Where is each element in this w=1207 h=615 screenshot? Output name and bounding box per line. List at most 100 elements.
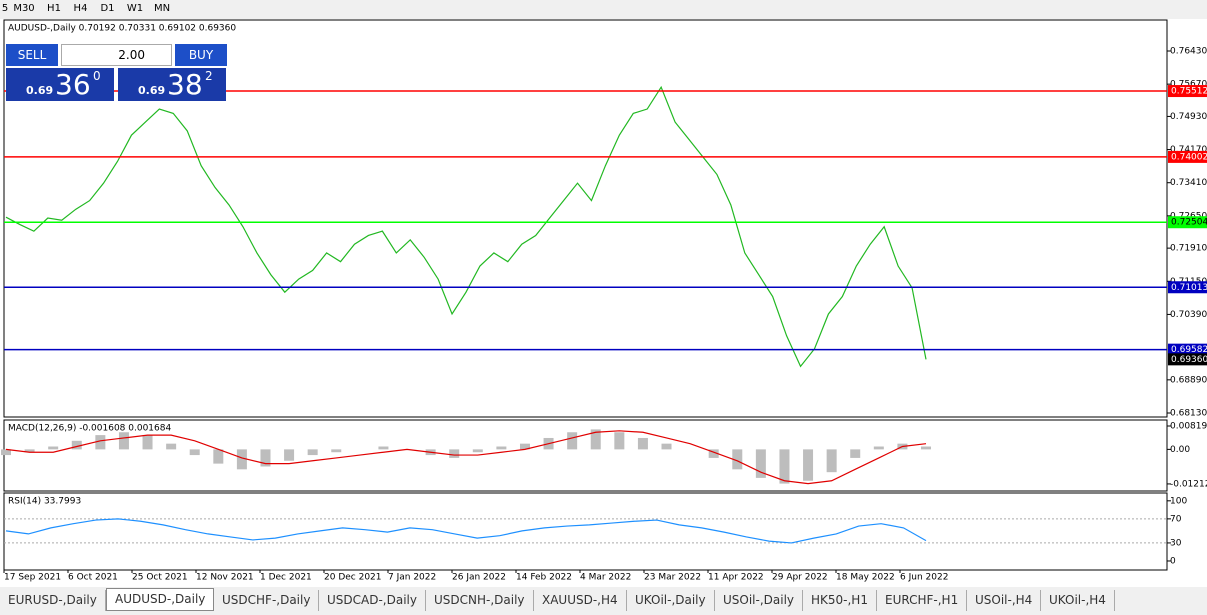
- macd-bar: [48, 446, 59, 450]
- panel-frame: [3, 492, 1168, 571]
- macd-bar: [1, 449, 11, 456]
- panel-frame: [3, 19, 1168, 418]
- y-tick-label: 0.75670: [1170, 80, 1207, 90]
- macd-bar: [732, 449, 743, 470]
- chart-tab[interactable]: USDCAD-,Daily: [319, 590, 426, 611]
- x-tick-label: 14 Feb 2022: [516, 573, 572, 583]
- timeframe-button[interactable]: MN: [153, 3, 171, 14]
- macd-bar: [118, 432, 129, 450]
- macd-bar: [567, 432, 578, 450]
- x-tick-label: 29 Apr 2022: [772, 573, 828, 583]
- price-head: 0.69: [26, 84, 54, 97]
- macd-bar: [95, 435, 106, 450]
- level-tag: [1168, 281, 1207, 294]
- x-tick-label: 20 Dec 2021: [324, 573, 382, 583]
- macd-bar: [873, 446, 884, 450]
- price-line: [5, 85, 927, 368]
- macd-bar: [166, 443, 177, 450]
- chart-tab[interactable]: USOil-,H4: [967, 590, 1042, 611]
- x-tick-label: 4 Mar 2022: [580, 573, 631, 583]
- level-tag: [1168, 150, 1207, 163]
- y-tick-label: -0.01212: [1170, 479, 1207, 489]
- macd-bar: [189, 449, 200, 456]
- level-label: 0.69582: [1171, 345, 1207, 355]
- panel-title: AUDUSD-,Daily 0.70192 0.70331 0.69102 0.…: [8, 24, 236, 34]
- volume-box[interactable]: 2.00: [61, 44, 172, 66]
- chart-tab[interactable]: HK50-,H1: [803, 590, 877, 611]
- timeframe-button[interactable]: D1: [100, 3, 115, 14]
- chart-tab[interactable]: EURUSD-,Daily: [0, 590, 106, 611]
- price-tail: 0: [93, 69, 101, 83]
- buy-price[interactable]: 0.69 38 2: [118, 68, 226, 101]
- macd-bar: [921, 446, 931, 450]
- macd-bar: [472, 449, 483, 453]
- chart-tab[interactable]: USDCNH-,Daily: [426, 590, 534, 611]
- volume: 2.00: [118, 48, 145, 62]
- macd-bar: [826, 449, 837, 473]
- level-label: 0.72504: [1171, 218, 1207, 228]
- y-tick-label: 0: [1170, 556, 1176, 566]
- macd-bar: [637, 437, 648, 450]
- x-tick-label: 6 Jun 2022: [900, 573, 948, 583]
- macd-bar: [519, 443, 530, 450]
- macd-bar: [24, 449, 35, 453]
- y-tick-label: 100: [1170, 496, 1187, 506]
- chart-tab[interactable]: XAUUSD-,H4: [534, 590, 627, 611]
- price-big: 36: [55, 68, 91, 101]
- timeframe-button[interactable]: W1: [126, 3, 144, 14]
- x-tick-label: 1 Dec 2021: [260, 573, 312, 583]
- y-tick-label: 0.71910: [1170, 244, 1207, 254]
- y-tick-label: 0.00: [1170, 445, 1190, 455]
- macd-bar: [260, 449, 271, 467]
- macd-bar: [307, 449, 318, 456]
- macd-bar: [803, 449, 814, 481]
- y-tick-label: 0.68890: [1170, 375, 1207, 385]
- panel-frame: [3, 419, 1168, 492]
- timeframe-button[interactable]: H4: [73, 3, 88, 14]
- toolbar-bg: [0, 0, 1207, 18]
- y-tick-label: 0.008197: [1170, 421, 1207, 431]
- level-label: 0.75512: [1171, 87, 1207, 97]
- chart-bg: [0, 19, 1207, 587]
- timeframe-button[interactable]: 5: [1, 3, 9, 14]
- timeframe-button[interactable]: H1: [47, 3, 61, 14]
- chart-tab[interactable]: EURCHF-,H1: [877, 590, 968, 611]
- macd-bar: [661, 443, 672, 450]
- macd-bar: [590, 429, 601, 450]
- macd-bar: [614, 432, 625, 450]
- macd-bar: [142, 435, 153, 450]
- chart-tab[interactable]: USOil-,Daily: [715, 590, 804, 611]
- y-tick-label: 70: [1170, 514, 1182, 524]
- signal-line: [5, 430, 927, 485]
- sell-price[interactable]: 0.69 36 0: [6, 68, 114, 101]
- timeframe-button[interactable]: M30: [13, 3, 35, 14]
- chart-tab[interactable]: USDCHF-,Daily: [214, 590, 320, 611]
- last-price-label: 0.69360: [1171, 355, 1207, 365]
- panel-title: MACD(12,26,9) -0.001608 0.001684: [8, 424, 171, 434]
- macd-bar: [331, 449, 342, 453]
- macd-bar: [236, 449, 247, 470]
- x-tick-label: 25 Oct 2021: [132, 573, 188, 583]
- x-tick-label: 17 Sep 2021: [4, 573, 61, 583]
- chart-tab[interactable]: AUDUSD-,Daily: [106, 588, 215, 611]
- macd-bar: [850, 449, 861, 458]
- macd-bar: [213, 449, 224, 464]
- y-tick-label: 0.74930: [1170, 112, 1207, 122]
- price-tail: 2: [205, 69, 213, 83]
- macd-bar: [378, 446, 389, 450]
- x-tick-label: 18 May 2022: [836, 573, 895, 583]
- price-line: [5, 518, 927, 544]
- chart-tab[interactable]: UKOil-,H4: [1041, 590, 1115, 611]
- level-tag: [1168, 216, 1207, 229]
- buy-button[interactable]: BUY: [175, 44, 227, 66]
- macd-bar: [496, 446, 507, 450]
- sell-button[interactable]: SELL: [6, 44, 58, 66]
- panel-title: RSI(14) 33.7993: [8, 497, 81, 507]
- level-label: 0.71013: [1171, 283, 1207, 293]
- y-tick-label: 0.73410: [1170, 178, 1207, 188]
- y-tick-label: 0.68130: [1170, 408, 1207, 418]
- chart-tab[interactable]: UKOil-,Daily: [627, 590, 715, 611]
- price-head: 0.69: [138, 84, 166, 97]
- x-tick-label: 23 Mar 2022: [644, 573, 701, 583]
- y-tick-label: 30: [1170, 538, 1182, 548]
